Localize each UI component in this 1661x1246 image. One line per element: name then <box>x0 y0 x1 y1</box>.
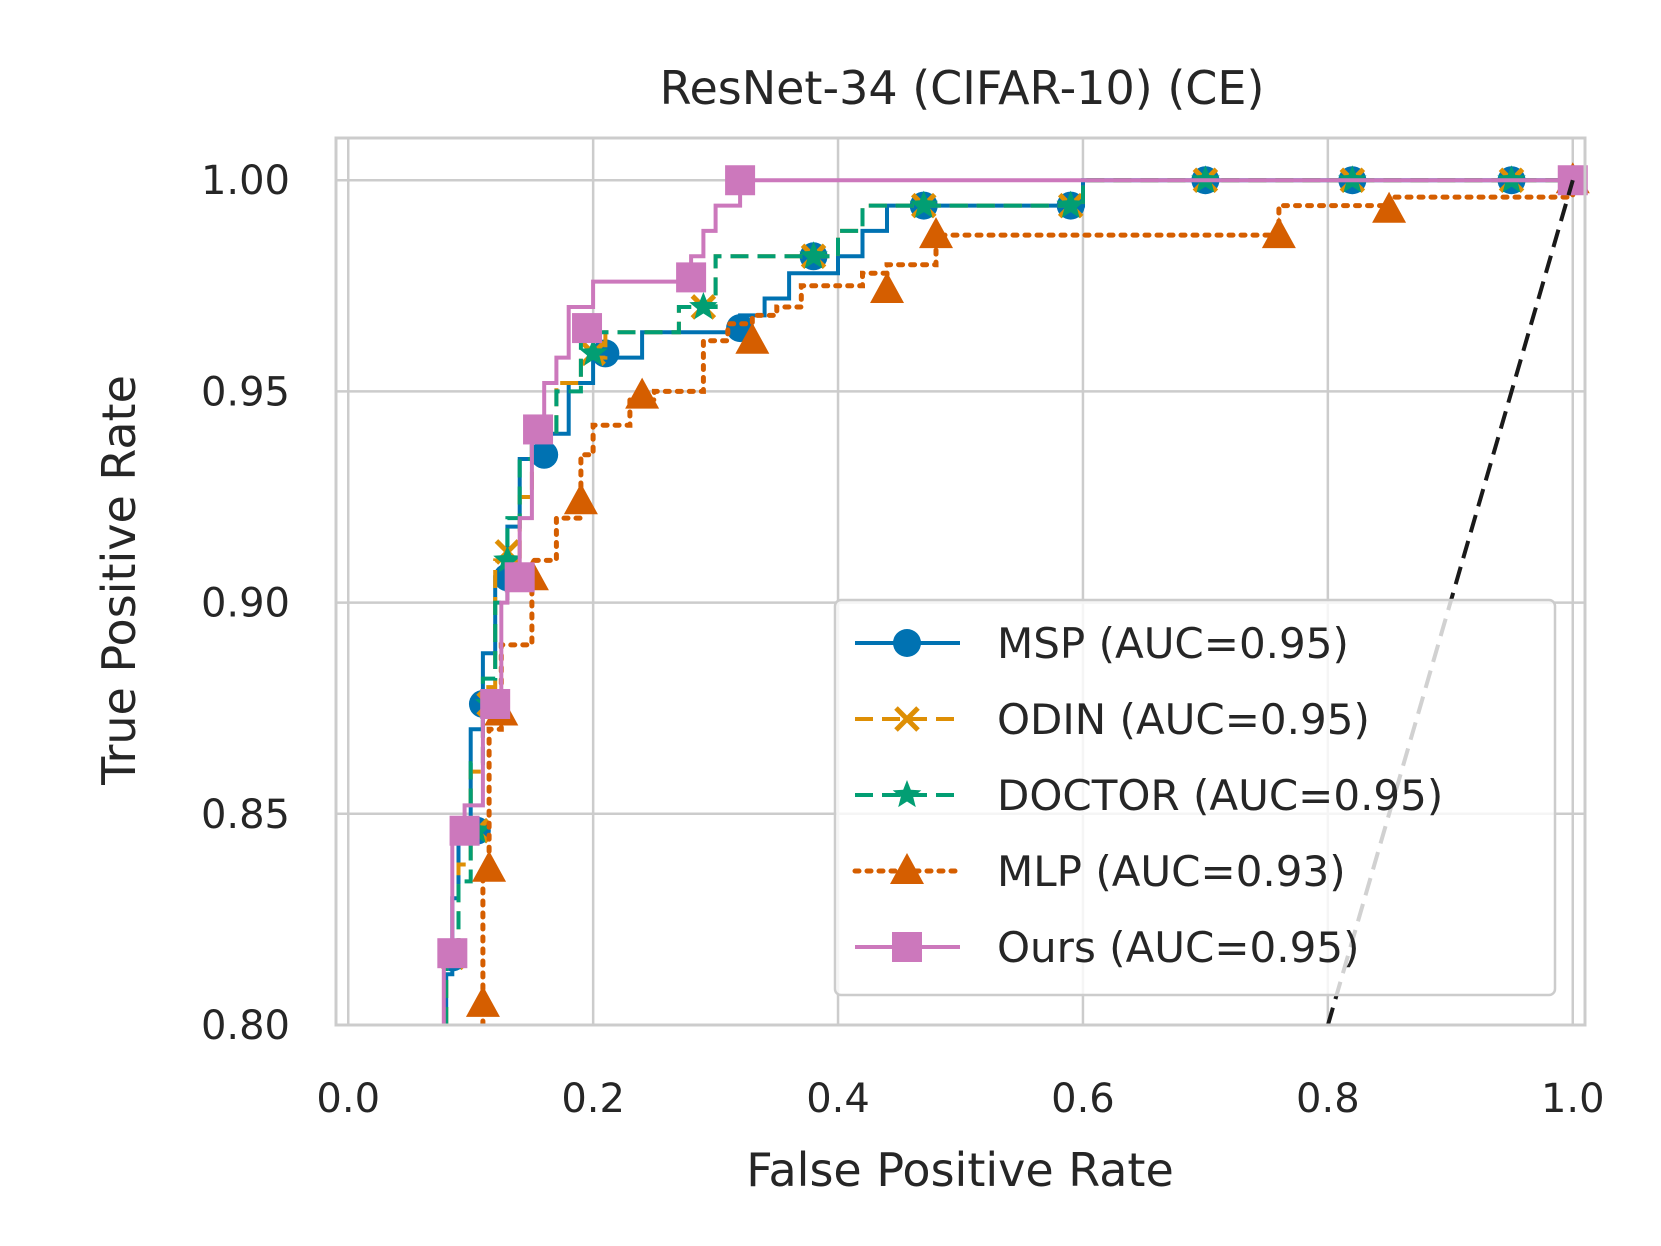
y-axis-label: True Positive Rate <box>92 375 146 786</box>
data-point-ours <box>572 313 603 344</box>
data-point-doctor <box>689 292 718 320</box>
legend-label-doctor: DOCTOR (AUC=0.95) <box>997 771 1443 820</box>
data-point-mlp <box>919 217 954 249</box>
y-tick-label: 0.90 <box>201 581 290 627</box>
data-point-mlp <box>563 483 598 515</box>
y-tick-label: 0.95 <box>201 369 290 415</box>
legend-entry-mlp: MLP (AUC=0.93) <box>852 847 1346 896</box>
legend-marker-ours <box>892 932 922 962</box>
x-axis-label: False Positive Rate <box>746 1143 1174 1197</box>
legend: MSP (AUC=0.95) ODIN (AUC=0.95) DOCTOR (AUC… <box>833 598 1557 997</box>
data-point-doctor <box>1056 190 1085 218</box>
legend-label-ours: Ours (AUC=0.95) <box>997 923 1359 972</box>
legend-entry-doctor: DOCTOR (AUC=0.95) <box>855 771 1443 820</box>
data-point-ours <box>725 165 756 196</box>
data-point-ours <box>480 688 511 719</box>
series-mlp <box>465 162 1590 1025</box>
data-point-mlp <box>1261 217 1296 249</box>
x-tick-label: 0.2 <box>561 1076 625 1122</box>
chart-title: ResNet-34 (CIFAR-10) (CE) <box>660 61 1265 115</box>
legend-label-msp: MSP (AUC=0.95) <box>997 619 1349 668</box>
plot-frame <box>334 136 1587 1027</box>
data-point-mlp <box>735 322 770 354</box>
data-point-ours <box>676 262 707 293</box>
data-point-ours <box>504 562 535 593</box>
legend-entry-odin: ODIN (AUC=0.95) <box>855 695 1370 744</box>
y-tick-label: 0.85 <box>201 792 290 838</box>
y-tick-label: 0.80 <box>201 1003 290 1049</box>
x-tick-label: 0.0 <box>316 1076 380 1122</box>
data-point-ours <box>523 414 554 445</box>
legend-label-mlp: MLP (AUC=0.93) <box>997 847 1346 896</box>
data-point-doctor <box>799 241 828 269</box>
legend-box <box>833 598 1557 997</box>
y-axis-ticks: 0.80 0.85 0.90 0.95 1.00 <box>201 158 290 1049</box>
series-ours <box>437 165 1588 1025</box>
data-point-mlp <box>465 985 500 1017</box>
legend-entry-ours: Ours (AUC=0.95) <box>855 923 1359 972</box>
legend-label-odin: ODIN (AUC=0.95) <box>997 695 1370 744</box>
y-tick-label: 1.00 <box>201 158 290 204</box>
x-tick-label: 0.6 <box>1051 1076 1115 1122</box>
x-axis-ticks: 0.0 0.2 0.4 0.6 0.8 1.0 <box>316 1076 1604 1122</box>
data-point-mlp <box>625 377 660 409</box>
data-point-doctor <box>578 338 608 366</box>
data-point-msp <box>530 440 559 469</box>
legend-marker-msp <box>893 629 921 657</box>
legend-marker-mlp <box>890 853 924 884</box>
legend-marker-odin <box>894 706 920 732</box>
series-line-mlp <box>480 177 1576 1025</box>
legend-entry-msp: MSP (AUC=0.95) <box>855 619 1349 668</box>
x-tick-label: 0.4 <box>806 1076 870 1122</box>
data-point-mlp <box>472 850 507 882</box>
x-tick-label: 0.8 <box>1296 1076 1360 1122</box>
data-point-doctor <box>909 190 938 218</box>
marker-stroke <box>894 706 920 732</box>
data-point-ours <box>437 938 468 969</box>
data-point-mlp <box>1372 191 1407 223</box>
data-point-doctor <box>493 545 522 573</box>
x-tick-label: 1.0 <box>1541 1076 1605 1122</box>
data-point-ours <box>449 815 480 846</box>
legend-marker-doctor <box>892 780 922 808</box>
data-point-mlp <box>870 272 905 304</box>
